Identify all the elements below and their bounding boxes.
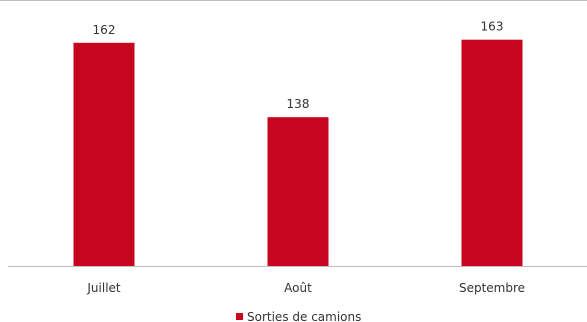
x-tick-label-juillet: Juillet (86, 281, 121, 295)
data-label-août: 138 (287, 97, 310, 111)
legend-label: Sorties de camions (247, 310, 361, 322)
data-label-septembre: 163 (481, 20, 504, 34)
legend-swatch (236, 313, 243, 320)
bar-août (267, 117, 329, 266)
bars-layer: 162 138 163 (73, 20, 523, 267)
bar-septembre (461, 39, 523, 267)
data-label-juillet: 162 (93, 23, 116, 37)
x-tick-label-septembre: Septembre (459, 281, 525, 295)
x-tick-label-août: Août (284, 281, 312, 295)
legend: Sorties de camions (236, 310, 361, 322)
bar-juillet (73, 42, 135, 266)
x-tick-labels: Juillet Août Septembre (86, 281, 525, 295)
